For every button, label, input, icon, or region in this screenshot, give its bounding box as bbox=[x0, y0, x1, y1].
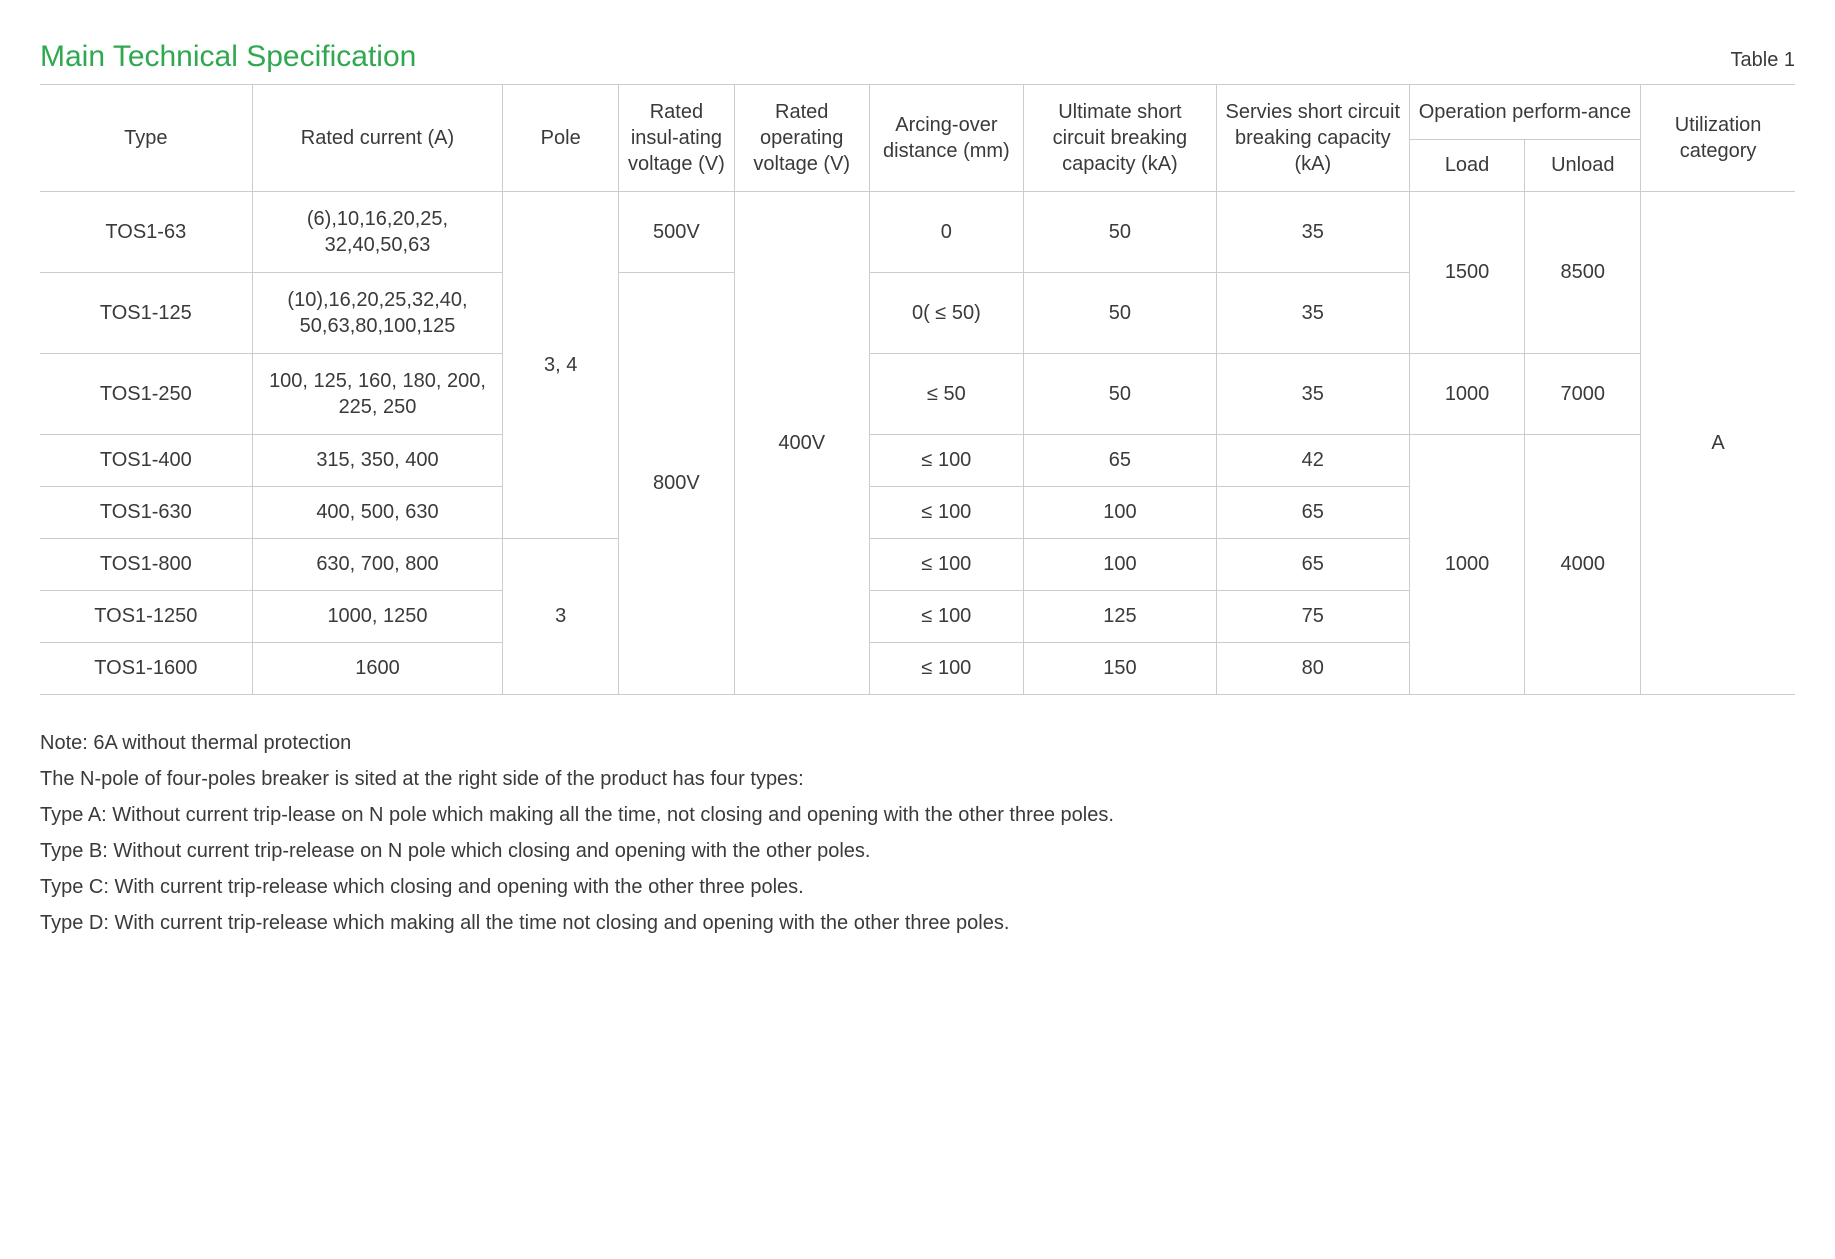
cell-arc: ≤ 100 bbox=[869, 643, 1023, 695]
cell-type: TOS1-125 bbox=[40, 273, 252, 354]
cell-arc: 0 bbox=[869, 192, 1023, 273]
cell-insul-500: 500V bbox=[619, 192, 735, 273]
table-row: TOS1-250 100, 125, 160, 180, 200, 225, 2… bbox=[40, 354, 1795, 435]
cell-ssc: 80 bbox=[1216, 643, 1409, 695]
cell-arc: ≤ 50 bbox=[869, 354, 1023, 435]
cell-ssc: 42 bbox=[1216, 435, 1409, 487]
cell-usc: 65 bbox=[1024, 435, 1217, 487]
th-op-load: Load bbox=[1409, 140, 1525, 192]
cell-rated: 1600 bbox=[252, 643, 503, 695]
cell-ssc: 35 bbox=[1216, 354, 1409, 435]
cell-arc: 0( ≤ 50) bbox=[869, 273, 1023, 354]
cell-ssc: 35 bbox=[1216, 192, 1409, 273]
th-pole: Pole bbox=[503, 85, 619, 192]
header: Main Technical Specification Table 1 bbox=[40, 40, 1795, 74]
th-util: Utilization category bbox=[1641, 85, 1795, 192]
th-op-unload: Unload bbox=[1525, 140, 1641, 192]
cell-unload-g2: 7000 bbox=[1525, 354, 1641, 435]
cell-type: TOS1-63 bbox=[40, 192, 252, 273]
table-row: TOS1-63 (6),10,16,20,25, 32,40,50,63 3, … bbox=[40, 192, 1795, 273]
cell-arc: ≤ 100 bbox=[869, 539, 1023, 591]
th-arcing: Arcing-over distance (mm) bbox=[869, 85, 1023, 192]
note-line: Type B: Without current trip-release on … bbox=[40, 833, 1795, 869]
cell-load-g1: 1500 bbox=[1409, 192, 1525, 354]
note-line: The N-pole of four-poles breaker is site… bbox=[40, 761, 1795, 797]
cell-arc: ≤ 100 bbox=[869, 435, 1023, 487]
th-rated-opv: Rated operating voltage (V) bbox=[734, 85, 869, 192]
cell-usc: 125 bbox=[1024, 591, 1217, 643]
table-row: TOS1-400 315, 350, 400 ≤ 100 65 42 1000 … bbox=[40, 435, 1795, 487]
table-body: TOS1-63 (6),10,16,20,25, 32,40,50,63 3, … bbox=[40, 192, 1795, 695]
cell-ssc: 65 bbox=[1216, 539, 1409, 591]
cell-usc: 50 bbox=[1024, 273, 1217, 354]
cell-type: TOS1-630 bbox=[40, 487, 252, 539]
note-line: Type A: Without current trip-lease on N … bbox=[40, 797, 1795, 833]
th-rated-insul: Rated insul-ating voltage (V) bbox=[619, 85, 735, 192]
cell-type: TOS1-800 bbox=[40, 539, 252, 591]
cell-rated: 315, 350, 400 bbox=[252, 435, 503, 487]
cell-ssc: 35 bbox=[1216, 273, 1409, 354]
cell-type: TOS1-250 bbox=[40, 354, 252, 435]
th-type: Type bbox=[40, 85, 252, 192]
cell-type: TOS1-400 bbox=[40, 435, 252, 487]
cell-ssc: 75 bbox=[1216, 591, 1409, 643]
cell-opv-400: 400V bbox=[734, 192, 869, 695]
notes: Note: 6A without thermal protection The … bbox=[40, 725, 1795, 941]
th-op-perf: Operation perform-ance bbox=[1409, 85, 1640, 140]
cell-rated: 630, 700, 800 bbox=[252, 539, 503, 591]
cell-insul-800: 800V bbox=[619, 273, 735, 695]
cell-rated: (10),16,20,25,32,40, 50,63,80,100,125 bbox=[252, 273, 503, 354]
cell-arc: ≤ 100 bbox=[869, 487, 1023, 539]
th-ssc: Servies short circuit breaking capacity … bbox=[1216, 85, 1409, 192]
cell-usc: 100 bbox=[1024, 487, 1217, 539]
cell-usc: 150 bbox=[1024, 643, 1217, 695]
cell-usc: 100 bbox=[1024, 539, 1217, 591]
cell-type: TOS1-1600 bbox=[40, 643, 252, 695]
th-rated-current: Rated current (A) bbox=[252, 85, 503, 192]
note-line: Note: 6A without thermal protection bbox=[40, 725, 1795, 761]
cell-util-a: A bbox=[1641, 192, 1795, 695]
cell-arc: ≤ 100 bbox=[869, 591, 1023, 643]
cell-rated: 400, 500, 630 bbox=[252, 487, 503, 539]
cell-load-g2: 1000 bbox=[1409, 354, 1525, 435]
note-line: Type D: With current trip-release which … bbox=[40, 905, 1795, 941]
spec-container: Main Technical Specification Table 1 Typ… bbox=[40, 40, 1795, 941]
cell-ssc: 65 bbox=[1216, 487, 1409, 539]
table-label: Table 1 bbox=[1731, 49, 1796, 72]
cell-unload-g3: 4000 bbox=[1525, 435, 1641, 695]
th-usc: Ultimate short circuit breaking capacity… bbox=[1024, 85, 1217, 192]
cell-pole-3: 3 bbox=[503, 539, 619, 695]
cell-load-g3: 1000 bbox=[1409, 435, 1525, 695]
cell-usc: 50 bbox=[1024, 192, 1217, 273]
cell-rated: 100, 125, 160, 180, 200, 225, 250 bbox=[252, 354, 503, 435]
cell-pole-34: 3, 4 bbox=[503, 192, 619, 539]
cell-type: TOS1-1250 bbox=[40, 591, 252, 643]
cell-unload-g1: 8500 bbox=[1525, 192, 1641, 354]
cell-rated: 1000, 1250 bbox=[252, 591, 503, 643]
note-line: Type C: With current trip-release which … bbox=[40, 869, 1795, 905]
spec-table: Type Rated current (A) Pole Rated insul-… bbox=[40, 84, 1795, 695]
cell-usc: 50 bbox=[1024, 354, 1217, 435]
table-head: Type Rated current (A) Pole Rated insul-… bbox=[40, 85, 1795, 192]
cell-rated: (6),10,16,20,25, 32,40,50,63 bbox=[252, 192, 503, 273]
page-title: Main Technical Specification bbox=[40, 40, 416, 74]
